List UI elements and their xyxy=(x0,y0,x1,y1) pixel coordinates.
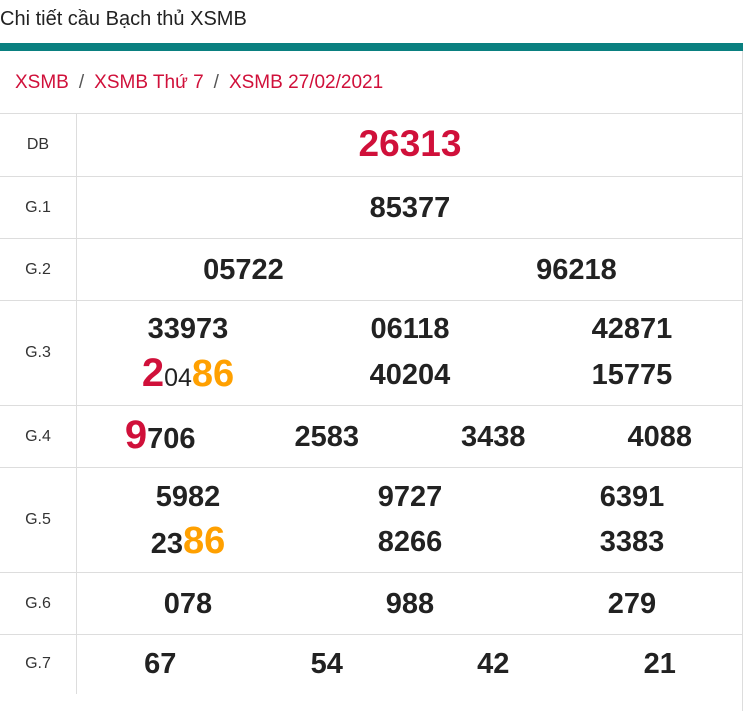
digits: 54 xyxy=(310,648,343,681)
prize-numbers: 26313 xyxy=(76,113,743,177)
prize-number: 9727 xyxy=(378,475,443,519)
prize-numbers: 078 988 279 xyxy=(76,572,743,635)
breadcrumb-xsmb-date[interactable]: XSMB 27/02/2021 xyxy=(228,72,384,93)
digits: 6391 xyxy=(599,480,665,513)
digits-small: 04 xyxy=(164,363,192,392)
digits: 279 xyxy=(607,587,657,620)
prize-number: 05722 xyxy=(203,248,284,292)
prize-number: 21 xyxy=(644,642,676,686)
digits: 06118 xyxy=(370,312,450,345)
prize-number: 8266 xyxy=(378,520,443,564)
digits: 42 xyxy=(477,648,510,681)
prize-numbers: 5982 9727 6391 2386 8266 3383 xyxy=(76,467,743,573)
digits: 33973 xyxy=(147,312,229,345)
prize-number: 9706 xyxy=(125,413,196,461)
prize-number: 4088 xyxy=(627,415,692,459)
digits: 21 xyxy=(643,648,676,681)
prize-number: 988 xyxy=(386,582,434,626)
prize-number: 40204 xyxy=(370,353,451,397)
prize-number: 5982 xyxy=(156,475,221,519)
prize-row: DB 26313 xyxy=(0,113,743,177)
prize-number: 33973 xyxy=(148,307,229,351)
prize-numbers: 33973 06118 42871 20486 40204 15775 xyxy=(76,300,743,406)
prize-number: 2583 xyxy=(294,415,359,459)
digits: 85377 xyxy=(369,191,451,224)
prize-label: G.6 xyxy=(0,572,77,635)
prize-number: 85377 xyxy=(370,186,451,230)
digits: 078 xyxy=(163,587,213,620)
prize-number: 078 xyxy=(164,582,212,626)
prize-number: 96218 xyxy=(536,248,617,292)
digits: 42871 xyxy=(591,312,673,345)
digits: 5982 xyxy=(155,480,221,513)
prize-number: 3383 xyxy=(600,520,665,564)
prize-label: G.4 xyxy=(0,405,77,468)
digits: 15775 xyxy=(591,359,673,391)
digits: 67 xyxy=(144,648,177,681)
prize-row: G.4 9706 2583 3438 4088 xyxy=(0,405,743,468)
prize-label: G.2 xyxy=(0,238,77,301)
prize-numbers: 85377 xyxy=(76,176,743,239)
digits-orange: 86 xyxy=(191,352,235,395)
prize-number: 42871 xyxy=(592,307,673,351)
digits-red: 2 xyxy=(141,350,165,395)
digits: 3383 xyxy=(599,526,665,558)
digits: 2583 xyxy=(294,420,359,453)
prize-number: 26313 xyxy=(359,122,462,169)
digits: 3438 xyxy=(460,420,526,453)
breadcrumb-xsmb[interactable]: XSMB xyxy=(15,72,69,93)
prize-row: G.3 33973 06118 42871 20486 40204 15775 xyxy=(0,300,743,406)
digits: 4088 xyxy=(627,420,692,453)
breadcrumb-separator: / xyxy=(78,72,85,93)
prize-label: G.7 xyxy=(0,634,77,694)
breadcrumb-separator: / xyxy=(213,72,219,93)
prize-label: G.5 xyxy=(0,467,77,573)
prize-number: 6391 xyxy=(600,475,665,519)
prize-numbers: 05722 96218 xyxy=(76,238,743,301)
prize-numbers: 67 54 42 21 xyxy=(76,634,743,694)
prize-number: 06118 xyxy=(370,307,449,351)
prize-label: G.3 xyxy=(0,300,77,406)
digits: 706 xyxy=(147,422,196,455)
digits: 40204 xyxy=(369,359,451,391)
digits: 8266 xyxy=(377,526,443,558)
page-title: Chi tiết cầu Bạch thủ XSMB xyxy=(0,8,247,30)
prize-number: 2386 xyxy=(151,519,226,566)
prize-label: G.1 xyxy=(0,176,77,239)
prize-number: 54 xyxy=(311,642,343,686)
prize-number: 67 xyxy=(144,642,176,686)
digits-db: 26313 xyxy=(358,122,462,164)
prize-label: DB xyxy=(0,113,77,177)
prize-row: G.1 85377 xyxy=(0,176,743,239)
breadcrumb: XSMB / XSMB Thứ 7 / XSMB 27/02/2021 xyxy=(15,72,383,94)
accent-bar xyxy=(0,43,743,51)
prize-row: G.6 078 988 279 xyxy=(0,572,743,635)
breadcrumb-xsmb-thu-7[interactable]: XSMB Thứ 7 xyxy=(94,72,204,93)
digits: 988 xyxy=(385,587,435,620)
prize-row: G.7 67 54 42 21 xyxy=(0,634,743,694)
prize-number: 15775 xyxy=(592,353,673,397)
prize-number: 279 xyxy=(608,582,656,626)
prize-row: G.2 05722 96218 xyxy=(0,238,743,301)
prize-number: 42 xyxy=(477,642,509,686)
digits: 96218 xyxy=(536,253,617,286)
prize-number: 3438 xyxy=(461,415,526,459)
digits: 05722 xyxy=(203,253,284,286)
prize-row: G.5 5982 9727 6391 2386 8266 3383 xyxy=(0,467,743,573)
digits: 9727 xyxy=(377,480,443,513)
digits-orange: 86 xyxy=(182,519,226,562)
results-table: DB 26313 G.1 85377 G.2 05722 96218 G.3 33973 0611… xyxy=(0,113,743,694)
digits: 23 xyxy=(150,527,183,560)
prize-numbers: 9706 2583 3438 4088 xyxy=(76,405,743,468)
prize-number: 20486 xyxy=(142,351,234,400)
digits-red: 9 xyxy=(124,412,148,457)
